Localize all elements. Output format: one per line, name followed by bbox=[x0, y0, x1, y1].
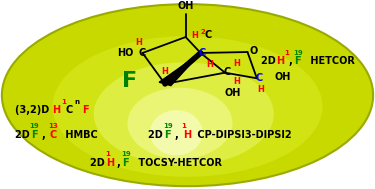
Text: C: C bbox=[255, 73, 262, 83]
Text: OH: OH bbox=[275, 72, 291, 82]
Text: ,: , bbox=[289, 56, 292, 66]
Text: 2D: 2D bbox=[148, 130, 166, 140]
Text: H: H bbox=[53, 105, 61, 115]
Text: 1: 1 bbox=[181, 123, 186, 129]
Text: H: H bbox=[276, 56, 285, 66]
Text: H: H bbox=[233, 59, 240, 68]
Text: C: C bbox=[50, 130, 57, 140]
Text: 1: 1 bbox=[105, 151, 110, 157]
Text: 19: 19 bbox=[30, 123, 39, 129]
Text: H: H bbox=[192, 31, 198, 40]
Text: F: F bbox=[122, 158, 129, 168]
Text: O: O bbox=[249, 46, 257, 56]
Ellipse shape bbox=[94, 62, 274, 166]
Text: HO: HO bbox=[117, 48, 133, 58]
Ellipse shape bbox=[2, 4, 373, 186]
Polygon shape bbox=[159, 53, 201, 86]
Text: 2D: 2D bbox=[15, 130, 33, 140]
Text: 2D: 2D bbox=[261, 56, 279, 66]
Text: H: H bbox=[135, 38, 142, 47]
Text: 19: 19 bbox=[163, 123, 172, 129]
Text: C: C bbox=[139, 48, 146, 58]
Text: C: C bbox=[204, 30, 212, 40]
Text: n: n bbox=[74, 99, 79, 105]
Text: F: F bbox=[122, 71, 137, 91]
Text: OH: OH bbox=[224, 88, 241, 98]
Text: 2: 2 bbox=[201, 29, 205, 35]
Text: H: H bbox=[233, 77, 240, 86]
Ellipse shape bbox=[150, 110, 202, 155]
Text: 2D: 2D bbox=[90, 158, 108, 168]
Text: H: H bbox=[207, 60, 213, 69]
Text: F: F bbox=[164, 130, 171, 140]
Text: H: H bbox=[106, 158, 114, 168]
Text: ,: , bbox=[42, 130, 49, 140]
Ellipse shape bbox=[53, 36, 322, 177]
Text: CP-DIPSI3-DIPSI2: CP-DIPSI3-DIPSI2 bbox=[194, 130, 291, 140]
Text: C: C bbox=[66, 105, 73, 115]
Text: 1: 1 bbox=[61, 99, 66, 105]
Text: TOCSY-HETCOR: TOCSY-HETCOR bbox=[135, 158, 222, 168]
Text: C: C bbox=[199, 48, 206, 58]
Text: 19: 19 bbox=[293, 50, 303, 56]
Text: F: F bbox=[294, 56, 301, 66]
Text: 13: 13 bbox=[48, 123, 58, 129]
Text: F: F bbox=[82, 105, 89, 115]
Text: OH: OH bbox=[177, 1, 194, 11]
Text: (3,2)D: (3,2)D bbox=[15, 105, 52, 115]
Text: C: C bbox=[223, 67, 231, 77]
Text: C: C bbox=[163, 77, 171, 87]
Text: ,: , bbox=[175, 130, 182, 140]
Text: H: H bbox=[257, 85, 264, 94]
Text: H: H bbox=[161, 67, 168, 76]
Text: 1: 1 bbox=[284, 50, 289, 56]
Text: ,: , bbox=[116, 158, 120, 168]
Text: 19: 19 bbox=[121, 151, 130, 157]
Ellipse shape bbox=[128, 88, 232, 159]
Text: HETCOR: HETCOR bbox=[307, 56, 355, 66]
Text: F: F bbox=[31, 130, 38, 140]
Text: H: H bbox=[183, 130, 191, 140]
Text: HMBC: HMBC bbox=[62, 130, 98, 140]
